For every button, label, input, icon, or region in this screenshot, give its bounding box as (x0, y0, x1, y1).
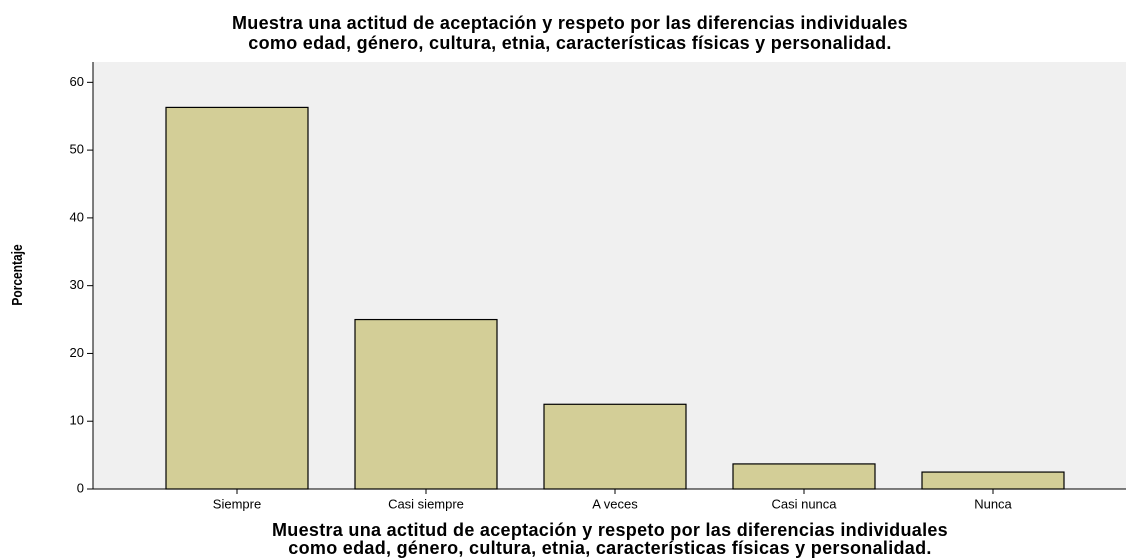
y-tick-label: 10 (70, 413, 84, 428)
y-tick-label: 20 (70, 345, 84, 360)
bar (543, 403, 687, 490)
bar (354, 318, 498, 490)
x-tick-label: A veces (592, 496, 638, 511)
chart-title-line: Muestra una actitud de aceptación y resp… (232, 13, 908, 33)
y-tick-label: 40 (70, 209, 84, 224)
x-tick-label: Siempre (213, 496, 261, 511)
x-tick-label: Nunca (974, 496, 1012, 511)
y-axis-label: Porcentaje (9, 244, 26, 306)
x-tick-label: Casi nunca (771, 496, 837, 511)
x-axis-label-line: como edad, género, cultura, etnia, carac… (288, 538, 931, 558)
y-tick-label: 50 (70, 142, 84, 157)
y-tick-label: 30 (70, 277, 84, 292)
bar (921, 471, 1065, 490)
chart-title-line: como edad, género, cultura, etnia, carac… (248, 33, 891, 53)
bar (165, 106, 309, 490)
x-axis-label-line: Muestra una actitud de aceptación y resp… (272, 520, 948, 540)
bar (732, 463, 876, 490)
x-tick-label: Casi siempre (388, 496, 464, 511)
y-tick-label: 60 (70, 74, 84, 89)
y-tick-label: 0 (77, 480, 84, 495)
